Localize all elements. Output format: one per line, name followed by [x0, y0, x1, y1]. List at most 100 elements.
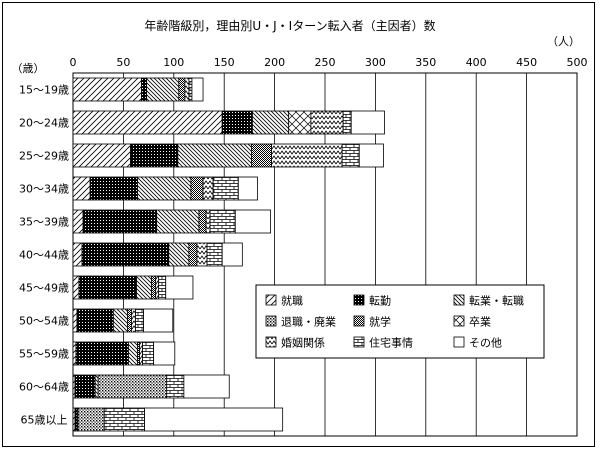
- bar-segment: [158, 275, 167, 300]
- bar-segment: [168, 242, 190, 267]
- bar-segment: [72, 77, 142, 102]
- bar-segment: [212, 176, 239, 201]
- bar-segment: [112, 308, 128, 333]
- x-tick-label: 0: [70, 56, 77, 69]
- legend-swatch: [265, 336, 277, 348]
- y-tick-label: 15～19歳: [19, 84, 69, 97]
- legend-label: 転業・転職: [469, 295, 524, 308]
- y-tick-label: 35～39歳: [19, 216, 69, 229]
- legend-label: その他: [469, 337, 502, 350]
- bar-segment: [252, 110, 290, 135]
- y-tick-label: 65歳以上: [21, 414, 68, 427]
- bar-segment: [141, 77, 147, 102]
- bar-segment: [135, 308, 144, 333]
- bar-segment: [183, 374, 230, 399]
- bar-segment: [202, 176, 214, 201]
- legend-label: 就職: [281, 294, 303, 308]
- category-axis-label: （歳）: [12, 62, 45, 75]
- bar-segment: [177, 143, 252, 168]
- chart-title: 年齢階級別，理由別U・J・Iターン転入者（主因者）数: [144, 18, 435, 33]
- bar-segment: [128, 341, 138, 366]
- x-tick-label: 150: [214, 56, 235, 69]
- bar-segment: [144, 407, 284, 432]
- bar-segment: [156, 209, 200, 234]
- bars: [72, 77, 385, 432]
- bar-segment: [137, 176, 192, 201]
- legend-box: [255, 284, 545, 359]
- legend-label: 就学: [369, 315, 391, 329]
- bar-segment: [97, 374, 168, 399]
- bar-segment: [190, 176, 204, 201]
- unit-label: （人）: [547, 35, 580, 48]
- legend-swatch: [353, 336, 365, 348]
- bar-segment: [77, 407, 105, 432]
- bar-segment: [72, 308, 78, 333]
- bar-segment: [155, 275, 160, 300]
- bar-segment: [310, 110, 344, 135]
- bar-segment: [72, 275, 80, 300]
- bar-segment: [341, 143, 360, 168]
- bar-segment: [206, 242, 223, 267]
- bar-segment: [72, 341, 77, 366]
- bar-segment: [350, 110, 385, 135]
- bar-segment: [72, 209, 84, 234]
- bar-segment: [136, 275, 153, 300]
- x-tick-label: 250: [315, 56, 336, 69]
- bar-segment: [81, 242, 170, 267]
- bar-segment: [103, 407, 145, 432]
- bar-segment: [72, 176, 91, 201]
- x-tick-label: 300: [365, 56, 386, 69]
- x-axis-ticks: 0 50 100 150 200 250 300 350 400 450 500: [70, 56, 588, 69]
- bar-segment: [130, 143, 179, 168]
- bar-segment: [75, 341, 129, 366]
- bar-segment: [271, 143, 343, 168]
- bar-segment: [151, 275, 157, 300]
- y-tick-label: 40～44歳: [19, 249, 69, 262]
- bar-segment: [221, 110, 253, 135]
- legend-swatch: [453, 315, 465, 327]
- legend-label: 転勤: [369, 295, 391, 308]
- bar-segment: [153, 341, 176, 366]
- bar-segment: [188, 77, 193, 102]
- legend-swatch: [353, 315, 365, 327]
- bar-segment: [205, 209, 211, 234]
- legend-swatch: [453, 336, 465, 348]
- bar-segment: [237, 176, 258, 201]
- x-tick-label: 500: [567, 56, 588, 69]
- bar-segment: [76, 308, 114, 333]
- y-tick-label: 55～59歳: [19, 348, 69, 361]
- bar-segment: [196, 242, 208, 267]
- bar-segment: [188, 242, 198, 267]
- bar-segment: [342, 110, 352, 135]
- bar-segment: [184, 77, 190, 102]
- y-tick-label: 20～24歳: [19, 117, 69, 130]
- bar-segment: [146, 77, 180, 102]
- bar-segment: [251, 143, 272, 168]
- y-tick-label: 60～64歳: [19, 381, 69, 394]
- bar-segment: [127, 308, 132, 333]
- bar-segment: [89, 176, 138, 201]
- legend-label: 退職・廃業: [281, 315, 336, 329]
- bar-segment: [191, 77, 204, 102]
- x-tick-label: 350: [415, 56, 436, 69]
- bar-segment: [82, 209, 158, 234]
- y-tick-label: 30～34歳: [19, 183, 69, 196]
- legend-swatch: [265, 315, 277, 327]
- bar-segment: [142, 341, 155, 366]
- x-tick-label: 200: [264, 56, 285, 69]
- bar-segment: [139, 341, 143, 366]
- bar-segment: [221, 242, 243, 267]
- bar-segment: [166, 374, 185, 399]
- x-tick-label: 100: [163, 56, 184, 69]
- bar-segment: [131, 308, 136, 333]
- legend-swatch: [353, 294, 365, 306]
- bar-segment: [72, 143, 131, 168]
- y-tick-label: 25～29歳: [19, 150, 69, 163]
- legend-swatch: [453, 294, 465, 306]
- legend-label: 婚姻関係: [281, 336, 325, 350]
- bar-segment: [165, 275, 194, 300]
- bar-segment: [198, 209, 207, 234]
- legend-label: 卒業: [469, 315, 491, 329]
- bar-segment: [178, 77, 186, 102]
